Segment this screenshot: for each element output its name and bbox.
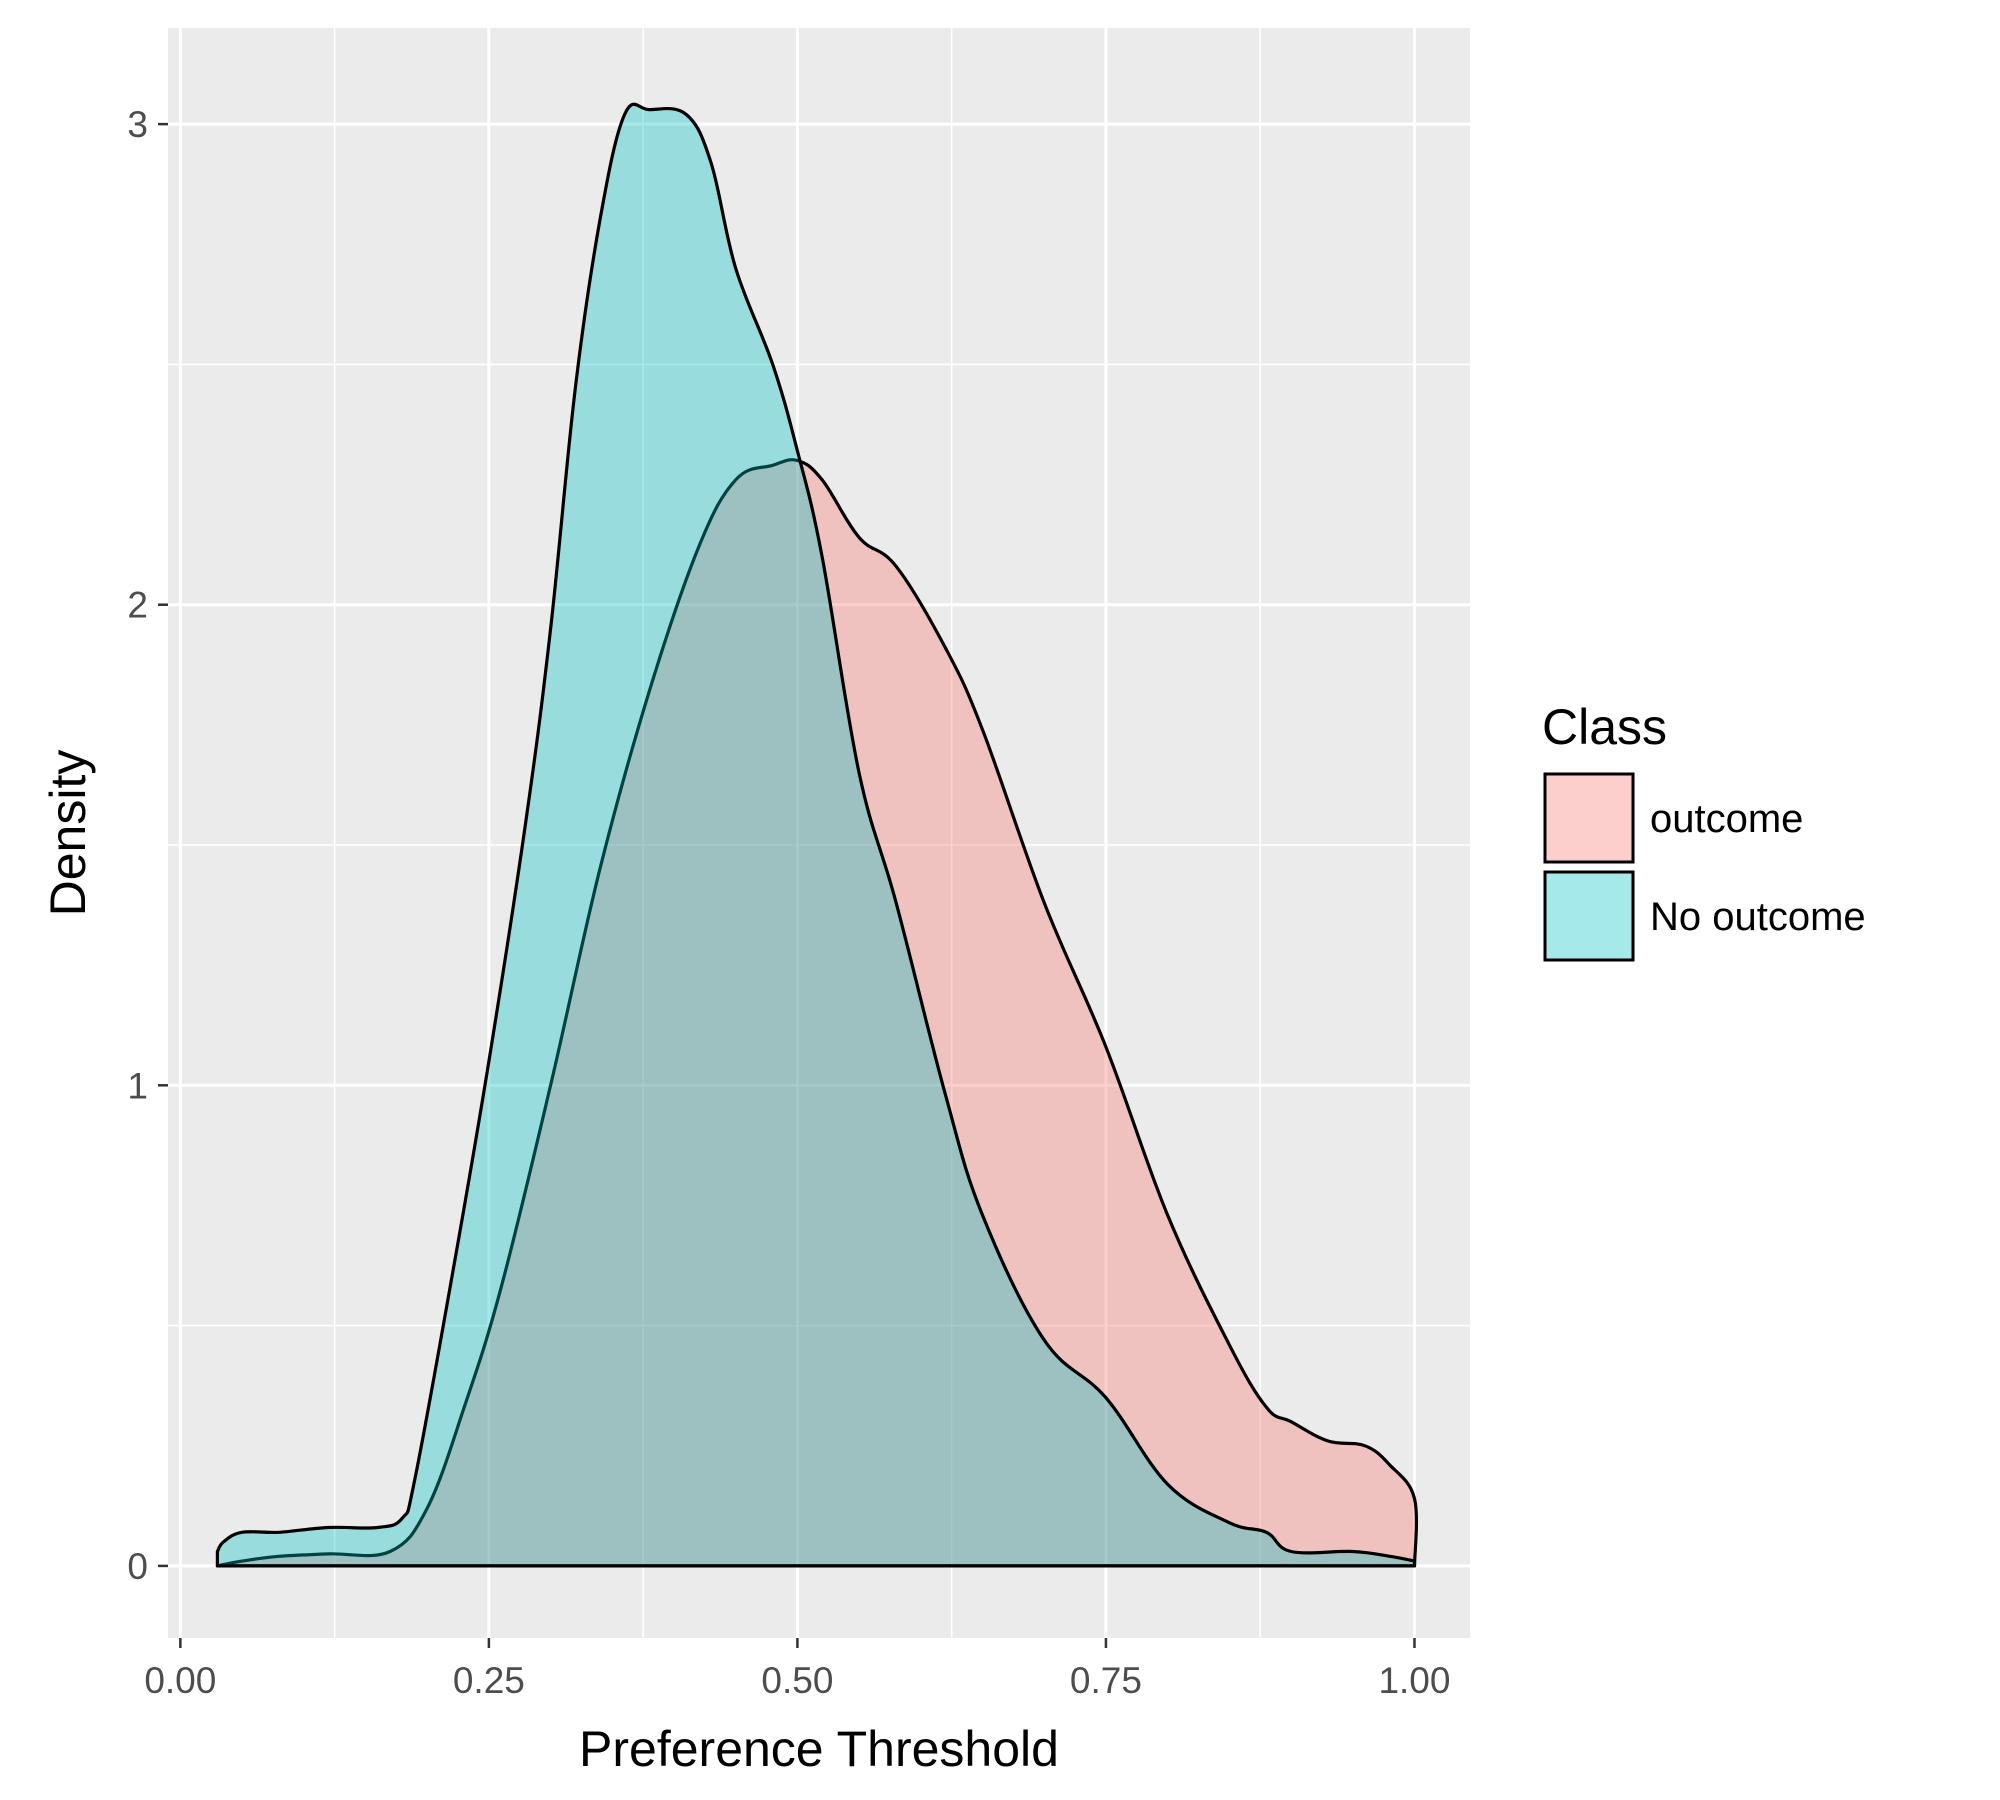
y-axis: 0 1 2 3	[127, 104, 168, 1587]
density-areas	[215, 102, 1419, 1568]
y-tick-label: 1	[127, 1065, 148, 1106]
legend-entries: outcome No outcome	[1543, 772, 1866, 962]
legend-key-bg-no-outcome	[1545, 872, 1633, 960]
minor-grid	[168, 28, 1470, 1638]
density-area-outcome	[215, 458, 1419, 1568]
legend-key-bg-outcome	[1545, 774, 1633, 862]
y-tick-label: 0	[127, 1546, 148, 1587]
legend-label-no-outcome: No outcome	[1650, 895, 1866, 939]
x-tick-label: 0.00	[144, 1660, 216, 1701]
legend-title: Class	[1542, 699, 1667, 755]
x-tick-label: 1.00	[1378, 1660, 1450, 1701]
legend: Class outcome No outcome	[1542, 699, 1866, 962]
x-tick-label: 0.25	[453, 1660, 525, 1701]
y-axis-title: Density	[40, 750, 96, 917]
x-tick-label: 0.75	[1070, 1660, 1142, 1701]
legend-label-outcome: outcome	[1650, 797, 1803, 841]
x-axis: 0.00 0.25 0.50 0.75 1.00	[144, 1638, 1450, 1701]
legend-key-no-outcome	[1543, 870, 1635, 962]
x-axis-title: Preference Threshold	[579, 1721, 1059, 1777]
legend-key-outcome	[1543, 772, 1635, 864]
plot-panel	[168, 28, 1470, 1638]
major-grid	[168, 28, 1470, 1638]
y-tick-label: 3	[127, 104, 148, 145]
density-area-no-outcome	[215, 102, 1417, 1568]
y-tick-label: 2	[127, 585, 148, 626]
x-tick-label: 0.50	[761, 1660, 833, 1701]
